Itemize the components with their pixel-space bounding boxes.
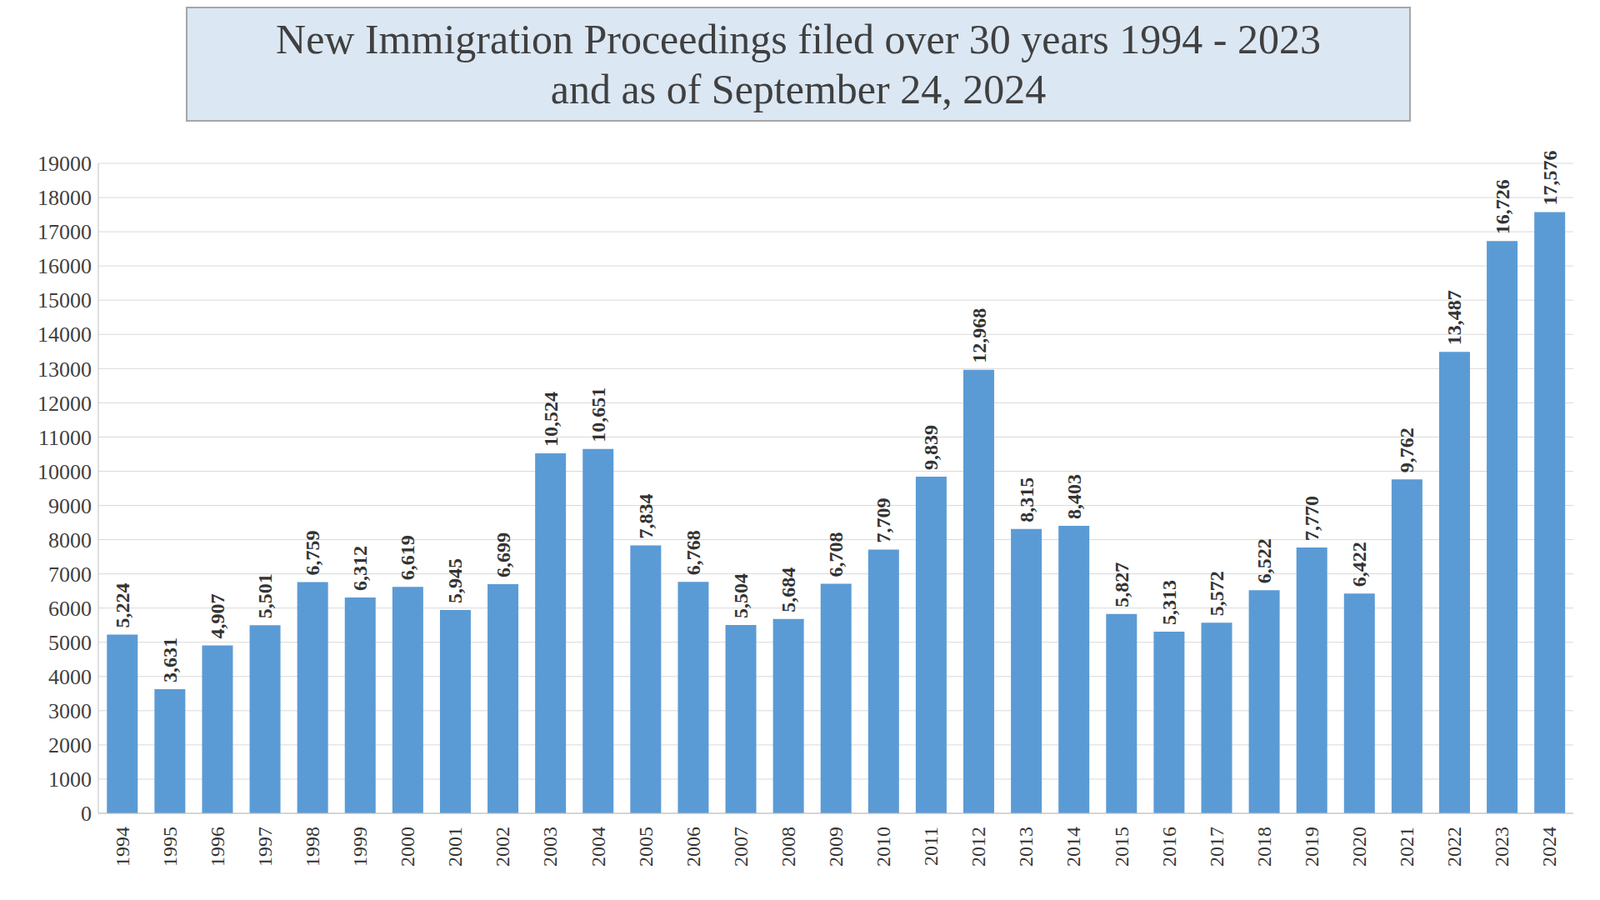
svg-text:8,315: 8,315 [1015, 477, 1038, 523]
svg-text:5,945: 5,945 [444, 558, 466, 604]
svg-text:2018: 2018 [1253, 826, 1275, 867]
svg-text:10,524: 10,524 [540, 391, 562, 447]
svg-text:1994: 1994 [111, 826, 134, 867]
html-text:and as of September 24, 2024: and as of September 24, 2024 [550, 65, 1046, 113]
svg-text:1000: 1000 [48, 767, 92, 792]
svg-text:5,572: 5,572 [1205, 570, 1228, 616]
svg-text:6,619: 6,619 [396, 535, 419, 580]
svg-text:19000: 19000 [37, 151, 92, 176]
svg-text:10000: 10000 [37, 460, 92, 485]
svg-text:4000: 4000 [48, 665, 92, 690]
svg-text:5,501: 5,501 [254, 573, 276, 619]
svg-text:2011: 2011 [920, 826, 942, 866]
svg-text:6,312: 6,312 [349, 545, 371, 591]
svg-text:2002: 2002 [491, 826, 514, 867]
svg-text:6,422: 6,422 [1348, 541, 1370, 587]
svg-text:4,907: 4,907 [206, 594, 229, 640]
svg-text:8,403: 8,403 [1063, 474, 1085, 520]
svg-text:12,968: 12,968 [968, 308, 990, 364]
svg-text:8000: 8000 [48, 528, 92, 553]
svg-text:5,504: 5,504 [730, 573, 752, 619]
svg-text:5,224: 5,224 [111, 583, 134, 629]
svg-text:14000: 14000 [37, 322, 92, 347]
svg-text:2009: 2009 [825, 826, 847, 867]
svg-text:2014: 2014 [1062, 826, 1085, 867]
svg-text:18000: 18000 [37, 185, 92, 210]
svg-text:1999: 1999 [349, 826, 371, 867]
svg-text:7000: 7000 [48, 562, 92, 587]
svg-text:13000: 13000 [37, 357, 92, 382]
svg-text:2007: 2007 [730, 826, 752, 867]
svg-text:5000: 5000 [48, 630, 92, 655]
svg-text:2013: 2013 [1015, 826, 1037, 867]
svg-text:11000: 11000 [38, 425, 92, 450]
svg-text:5,827: 5,827 [1110, 562, 1133, 608]
svg-text:17000: 17000 [37, 220, 92, 245]
html-text:New Immigration Proceedings fi: New Immigration Proceedings filed over 3… [275, 15, 1321, 63]
svg-text:13,487: 13,487 [1443, 290, 1465, 345]
svg-text:7,770: 7,770 [1300, 495, 1323, 541]
svg-text:1998: 1998 [301, 826, 324, 867]
svg-text:2024: 2024 [1538, 826, 1560, 867]
svg-text:17,576: 17,576 [1539, 150, 1561, 205]
svg-text:2015: 2015 [1110, 826, 1133, 867]
svg-text:16,726: 16,726 [1491, 179, 1514, 235]
svg-text:9,762: 9,762 [1395, 427, 1418, 473]
svg-text:2010: 2010 [872, 826, 895, 867]
svg-text:2020: 2020 [1348, 826, 1370, 867]
svg-text:9,839: 9,839 [920, 425, 942, 470]
svg-text:3000: 3000 [48, 699, 92, 724]
svg-text:6,699: 6,699 [492, 532, 515, 578]
svg-text:6,768: 6,768 [682, 530, 705, 575]
svg-text:16000: 16000 [37, 254, 92, 279]
svg-text:1997: 1997 [254, 826, 276, 867]
svg-text:2017: 2017 [1205, 826, 1228, 867]
svg-text:6,759: 6,759 [301, 530, 324, 576]
svg-text:2019: 2019 [1300, 826, 1323, 867]
svg-text:2006: 2006 [682, 826, 705, 867]
svg-text:15000: 15000 [37, 288, 92, 313]
svg-text:6,708: 6,708 [825, 532, 847, 578]
svg-text:2016: 2016 [1158, 826, 1180, 867]
svg-text:2003: 2003 [539, 826, 561, 867]
svg-text:2023: 2023 [1490, 826, 1513, 867]
svg-text:2021: 2021 [1395, 826, 1418, 867]
svg-text:2005: 2005 [635, 826, 657, 867]
svg-text:12000: 12000 [37, 391, 92, 416]
svg-text:7,709: 7,709 [872, 498, 895, 544]
svg-text:3,631: 3,631 [159, 637, 181, 683]
svg-text:5,684: 5,684 [777, 567, 800, 613]
svg-text:1995: 1995 [159, 826, 181, 867]
svg-text:6000: 6000 [48, 596, 92, 621]
svg-text:0: 0 [80, 801, 92, 826]
svg-text:10,651: 10,651 [587, 387, 610, 443]
svg-text:2000: 2000 [396, 826, 419, 867]
svg-text:6,522: 6,522 [1253, 538, 1275, 584]
svg-text:7,834: 7,834 [635, 493, 657, 539]
svg-text:2000: 2000 [48, 733, 92, 758]
svg-text:2001: 2001 [444, 826, 466, 867]
svg-text:2008: 2008 [777, 826, 800, 867]
svg-text:5,313: 5,313 [1158, 580, 1180, 625]
svg-text:9000: 9000 [48, 494, 92, 519]
svg-text:2012: 2012 [967, 826, 990, 867]
svg-text:2022: 2022 [1443, 826, 1465, 867]
svg-text:2004: 2004 [587, 826, 610, 867]
svg-text:1996: 1996 [206, 826, 229, 867]
